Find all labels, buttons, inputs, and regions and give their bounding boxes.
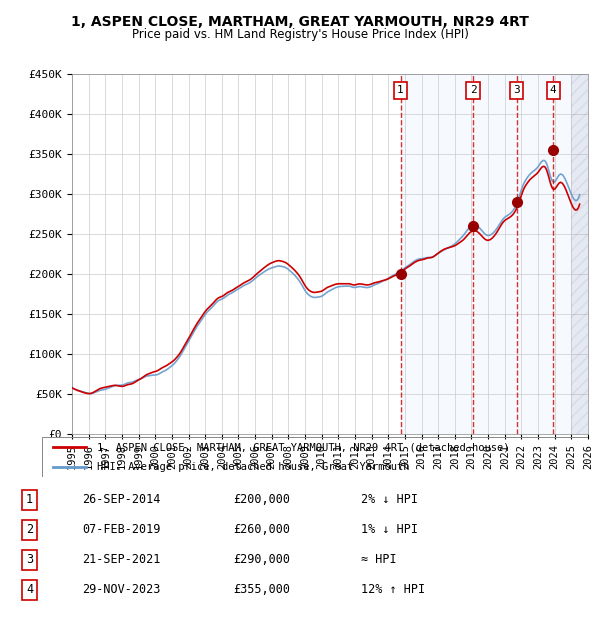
Text: 3: 3 (514, 85, 520, 95)
Text: 2% ↓ HPI: 2% ↓ HPI (361, 494, 418, 507)
Text: 1: 1 (397, 85, 404, 95)
Text: 21-SEP-2021: 21-SEP-2021 (82, 554, 160, 567)
Text: HPI: Average price, detached house, Great Yarmouth: HPI: Average price, detached house, Grea… (97, 463, 409, 472)
Text: 29-NOV-2023: 29-NOV-2023 (82, 583, 160, 596)
Text: £200,000: £200,000 (233, 494, 290, 507)
Text: 4: 4 (550, 85, 557, 95)
Bar (401, 74, 588, 434)
Bar (571, 74, 588, 434)
Text: ≈ HPI: ≈ HPI (361, 554, 397, 567)
Text: £355,000: £355,000 (233, 583, 290, 596)
Text: 3: 3 (26, 554, 33, 567)
Text: 1, ASPEN CLOSE, MARTHAM, GREAT YARMOUTH, NR29 4RT: 1, ASPEN CLOSE, MARTHAM, GREAT YARMOUTH,… (71, 16, 529, 30)
Text: 1% ↓ HPI: 1% ↓ HPI (361, 523, 418, 536)
Text: 07-FEB-2019: 07-FEB-2019 (82, 523, 160, 536)
Text: 12% ↑ HPI: 12% ↑ HPI (361, 583, 425, 596)
Text: 26-SEP-2014: 26-SEP-2014 (82, 494, 160, 507)
Text: 4: 4 (26, 583, 33, 596)
Text: 2: 2 (26, 523, 33, 536)
Text: £290,000: £290,000 (233, 554, 290, 567)
Text: 2: 2 (470, 85, 476, 95)
Text: Price paid vs. HM Land Registry's House Price Index (HPI): Price paid vs. HM Land Registry's House … (131, 28, 469, 41)
Text: £260,000: £260,000 (233, 523, 290, 536)
Text: 1: 1 (26, 494, 33, 507)
Text: 1, ASPEN CLOSE, MARTHAM, GREAT YARMOUTH, NR29 4RT (detached house): 1, ASPEN CLOSE, MARTHAM, GREAT YARMOUTH,… (97, 442, 509, 452)
